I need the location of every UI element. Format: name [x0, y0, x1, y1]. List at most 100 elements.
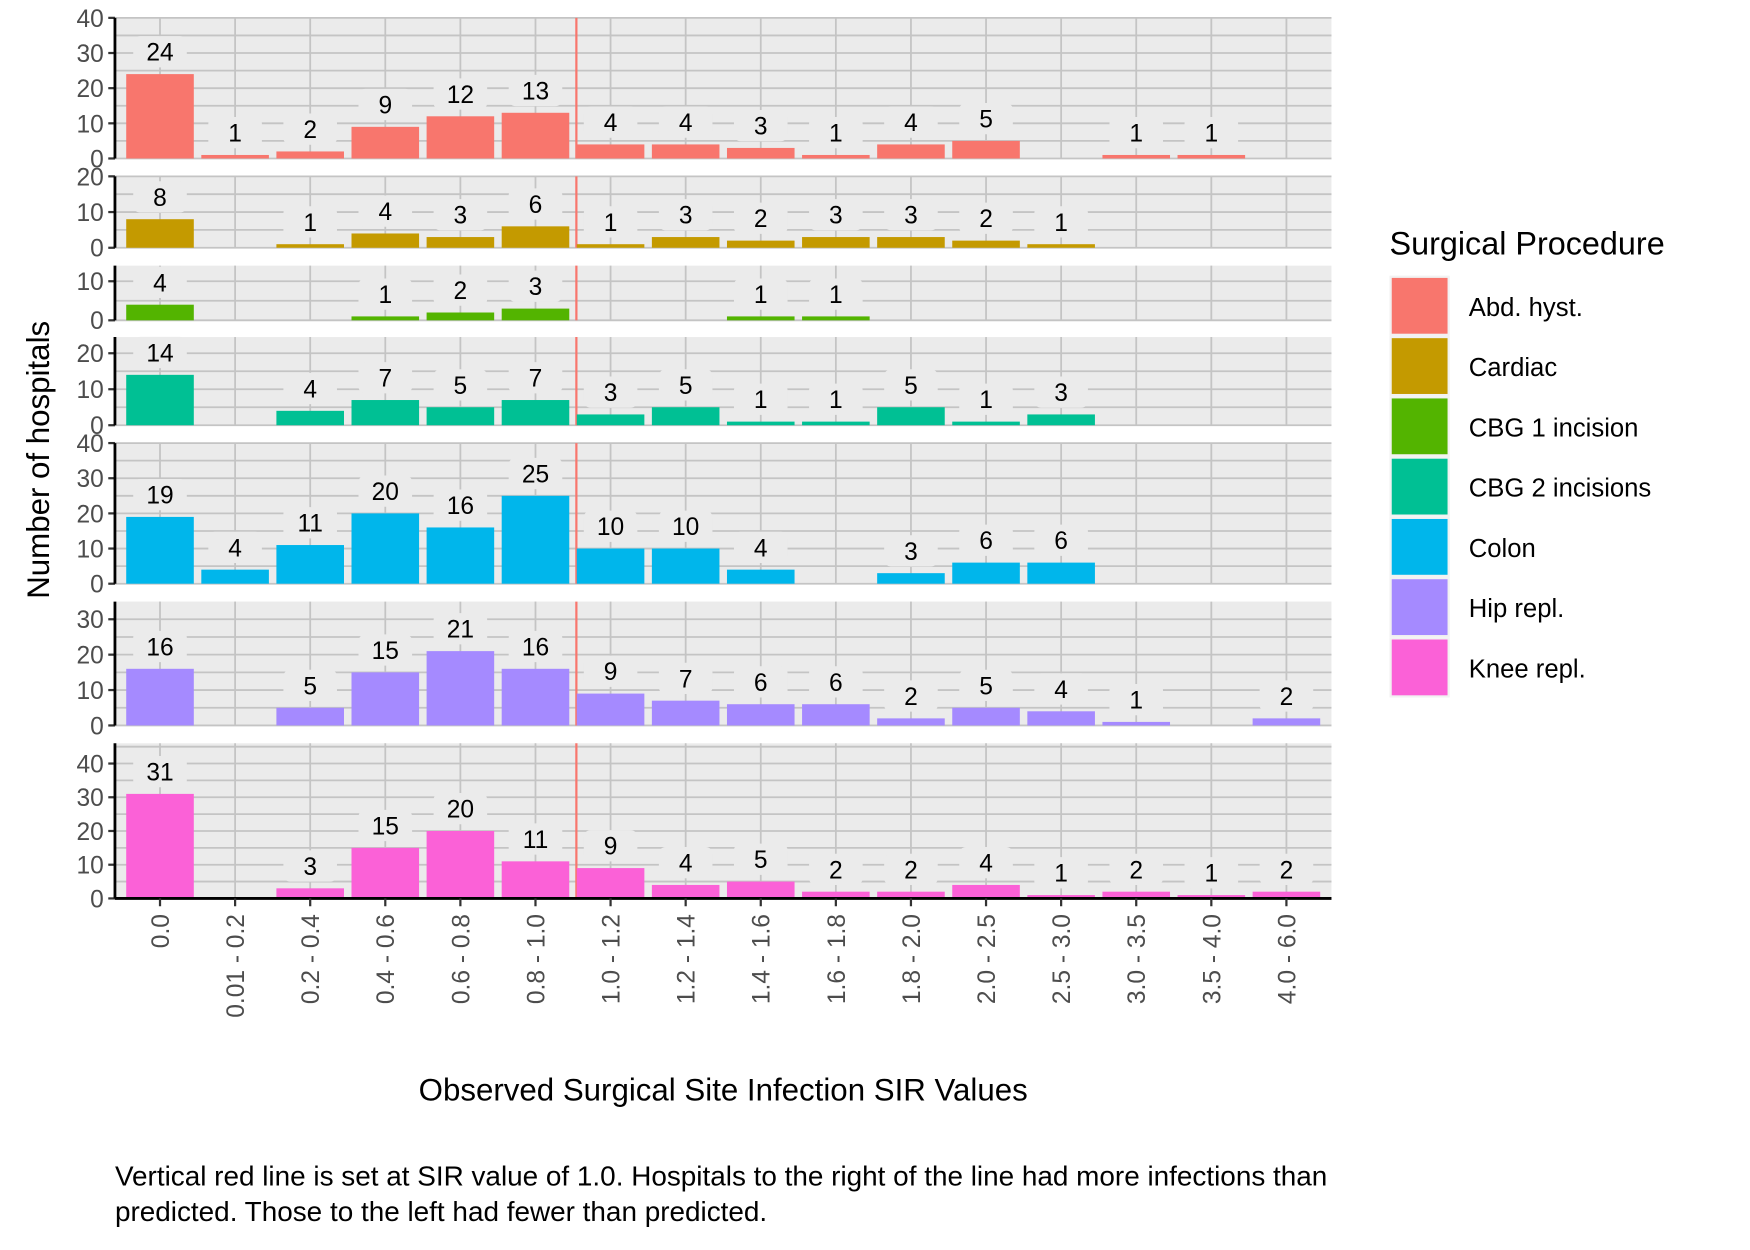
bar-label-background — [508, 362, 563, 394]
y-tick-label: 0 — [90, 413, 104, 440]
bar — [802, 891, 870, 899]
bar-label-background — [733, 278, 788, 310]
bar — [501, 112, 570, 159]
bar — [726, 421, 795, 426]
legend-swatch — [1391, 458, 1448, 515]
bar — [426, 407, 495, 426]
y-tick-label: 0 — [90, 308, 104, 335]
bar-label: 25 — [522, 461, 549, 488]
x-tick-label: 0.4 - 0.6 — [373, 914, 400, 1004]
x-tick-label: 2.0 - 2.5 — [974, 914, 1001, 1004]
bar — [651, 237, 720, 248]
bar-label-background — [1034, 376, 1088, 408]
bar-label: 6 — [529, 192, 543, 219]
bar-label: 4 — [228, 535, 242, 562]
y-tick-label: 40 — [76, 751, 103, 778]
bar — [726, 881, 795, 899]
bar-label: 5 — [454, 373, 468, 400]
x-tick-label: 1.4 - 1.6 — [749, 914, 776, 1004]
bar-label: 3 — [529, 274, 543, 301]
bar — [351, 847, 420, 899]
bar-label: 5 — [754, 847, 768, 874]
bar-label-background — [133, 478, 187, 511]
bar-label-background — [809, 278, 863, 310]
bar-label: 31 — [146, 759, 173, 786]
bar-label: 2 — [829, 857, 843, 884]
legend-label: Knee repl. — [1469, 655, 1586, 683]
x-tick-label: 0.8 - 1.0 — [523, 914, 550, 1004]
y-tick-label: 20 — [76, 819, 103, 846]
bar — [276, 707, 344, 726]
x-tick-label: 4.0 - 6.0 — [1274, 914, 1301, 1004]
facet-panel-cbg-1-incision: 0 10 4 1 2 3 1 1 — [76, 265, 1332, 335]
bar — [651, 548, 720, 584]
y-tick-label: 20 — [76, 643, 103, 670]
bar-label-background — [433, 199, 488, 231]
bar-label-background — [1259, 680, 1314, 712]
bar-label-background — [733, 531, 788, 563]
bar-label-background — [508, 270, 563, 302]
bar-label-background — [133, 336, 187, 369]
facet-panel-cbg-2-incisions: 0 10 20 14 4 7 5 7 3 5 1 1 5 1 3 — [76, 336, 1332, 440]
bar — [426, 651, 495, 726]
bar-label: 3 — [604, 380, 618, 407]
bar-label: 6 — [979, 528, 993, 555]
bar — [1027, 711, 1095, 726]
bar-label-background — [884, 199, 938, 231]
bar-label-background — [1259, 853, 1314, 885]
bar — [802, 237, 870, 248]
bar-label: 1 — [829, 121, 843, 148]
caption-line-1: Vertical red line is set at SIR value of… — [115, 1160, 1327, 1191]
bar-label: 1 — [1204, 121, 1218, 148]
bar-label-background — [1034, 857, 1088, 889]
bar-label-background — [884, 535, 938, 567]
y-tick-label: 30 — [76, 466, 103, 493]
bar — [276, 410, 344, 426]
bar-label: 20 — [372, 479, 399, 506]
legend-label: Cardiac — [1469, 354, 1558, 382]
bar-label-background — [959, 524, 1013, 556]
bar — [1102, 154, 1171, 159]
bar — [952, 707, 1020, 726]
bar-label: 2 — [904, 684, 918, 711]
bar-label-background — [583, 655, 638, 687]
bar-label: 1 — [228, 121, 242, 148]
x-tick-label: 1.8 - 2.0 — [899, 914, 926, 1004]
bar-label: 16 — [146, 634, 173, 661]
bar — [426, 116, 495, 159]
y-tick-label: 10 — [76, 200, 103, 227]
bar-label: 7 — [529, 366, 543, 393]
bar-label: 2 — [1129, 857, 1143, 884]
bar-label-background — [583, 206, 638, 238]
bar-label: 5 — [303, 673, 317, 700]
legend-label: CBG 2 incisions — [1469, 475, 1652, 503]
bar-label: 3 — [904, 203, 918, 230]
bar-label-background — [133, 630, 187, 663]
bar-label: 20 — [447, 797, 474, 824]
bar — [952, 240, 1020, 248]
bar-label-background — [809, 853, 863, 885]
bar-label-background — [208, 531, 262, 563]
bar-label: 10 — [672, 514, 699, 541]
bar-label: 8 — [153, 185, 167, 212]
bar-label-background — [433, 489, 488, 521]
bar-label: 3 — [1054, 380, 1068, 407]
bar — [426, 527, 495, 584]
bar-label: 1 — [829, 282, 843, 309]
legend: Surgical Procedure Abd. hyst. Cardiac CBG … — [1389, 225, 1665, 698]
bar-label: 7 — [378, 366, 392, 393]
bar — [351, 233, 420, 248]
bar-label-background — [283, 206, 337, 238]
bar-label-background — [658, 199, 713, 231]
x-tick-label: 1.6 - 1.8 — [824, 914, 851, 1004]
bar-label-background — [283, 372, 337, 405]
x-tick-label: 1.0 - 1.2 — [599, 914, 626, 1004]
bar-label-background — [1034, 206, 1088, 238]
bar-label-background — [508, 630, 563, 663]
bar — [651, 700, 720, 726]
y-tick-label: 0 — [90, 236, 104, 263]
legend-swatch — [1391, 518, 1448, 575]
bar-label: 10 — [597, 514, 624, 541]
bar-label-background — [583, 106, 638, 138]
